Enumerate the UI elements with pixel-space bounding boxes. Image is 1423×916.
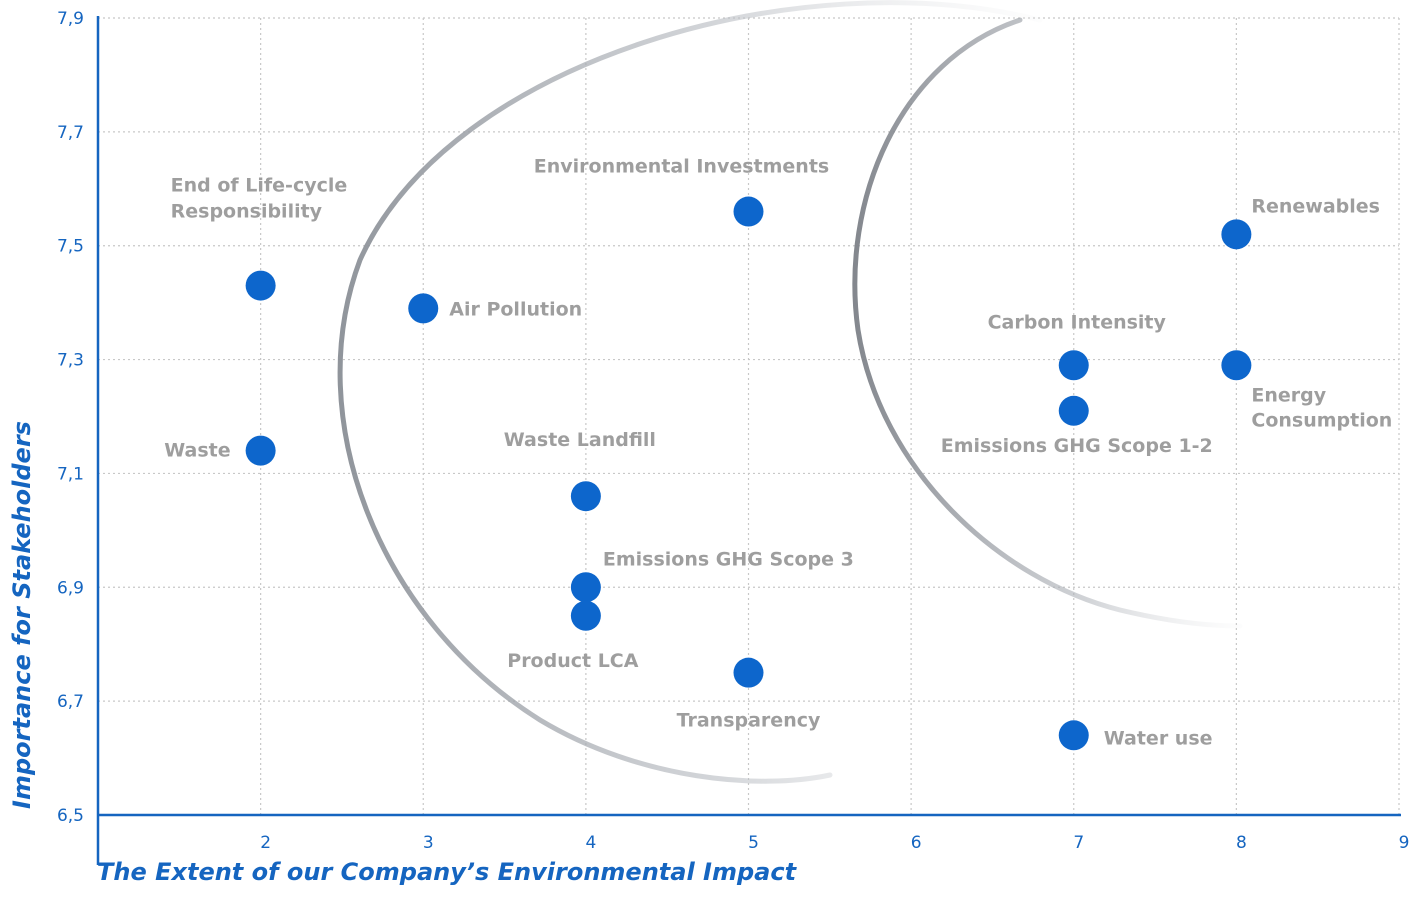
y-tick-label: 6,5 bbox=[57, 806, 84, 826]
data-point bbox=[408, 293, 439, 324]
point-label: Renewables bbox=[1251, 195, 1380, 217]
x-tick-label: 7 bbox=[1073, 833, 1084, 853]
highlight-arcs bbox=[337, 0, 1243, 784]
point-label: Emissions GHG Scope 3 bbox=[603, 548, 854, 570]
point-label: Environmental Investments bbox=[534, 156, 829, 178]
point-label: Energy Consumption bbox=[1251, 384, 1392, 431]
y-tick-label: 7,7 bbox=[57, 123, 84, 143]
highlight-arc-left bbox=[337, 0, 1043, 784]
x-tick-label: 3 bbox=[423, 833, 434, 853]
y-tick-label: 7,3 bbox=[57, 351, 84, 371]
point-label: Emissions GHG Scope 1-2 bbox=[941, 435, 1213, 457]
data-point bbox=[733, 657, 764, 688]
highlight-arc-right bbox=[852, 17, 1243, 629]
data-point bbox=[1221, 350, 1252, 381]
point-label: Transparency bbox=[677, 710, 821, 732]
y-tick-label: 6,9 bbox=[57, 578, 84, 598]
data-points bbox=[245, 196, 1252, 751]
grid bbox=[98, 17, 1400, 815]
x-tick-label: 6 bbox=[911, 833, 922, 853]
data-point bbox=[570, 481, 601, 512]
point-label: Waste bbox=[164, 440, 230, 462]
point-labels: End of Life-cycle Responsibility Waste Air … bbox=[164, 156, 1392, 750]
y-axis-title: Importance for Stakeholders bbox=[8, 421, 36, 809]
point-label: Carbon Intensity bbox=[988, 311, 1167, 333]
point-label: End of Life-cycle Responsibility bbox=[171, 175, 348, 223]
point-label: Product LCA bbox=[507, 650, 638, 672]
data-point bbox=[1221, 219, 1252, 250]
x-tick-label: 5 bbox=[748, 833, 759, 853]
data-point bbox=[570, 600, 601, 631]
point-label: Water use bbox=[1104, 727, 1213, 749]
point-label: Air Pollution bbox=[449, 298, 582, 320]
y-tick-label: 6,7 bbox=[57, 692, 84, 712]
y-tick-label: 7,1 bbox=[57, 464, 84, 484]
x-tick-label: 8 bbox=[1236, 833, 1247, 853]
x-tick-label: 2 bbox=[260, 833, 271, 853]
data-point bbox=[245, 435, 276, 466]
axes: 2 3 4 5 6 7 8 9 6,5 6,7 6,9 7,1 7,3 7,5 7,7 7,9 bbox=[57, 9, 1409, 865]
data-point bbox=[1058, 350, 1089, 381]
x-tick-label: 4 bbox=[585, 833, 596, 853]
y-tick-label: 7,9 bbox=[57, 9, 84, 29]
x-axis-title: The Extent of our Company’s Environmenta… bbox=[97, 858, 798, 886]
data-point bbox=[1058, 720, 1089, 751]
y-tick-label: 7,5 bbox=[57, 237, 84, 257]
data-point bbox=[1058, 395, 1089, 426]
point-label: Waste Landfill bbox=[504, 429, 656, 451]
data-point bbox=[245, 270, 276, 301]
data-point bbox=[570, 572, 601, 603]
data-point bbox=[733, 196, 764, 227]
x-tick-label: 9 bbox=[1399, 833, 1410, 853]
